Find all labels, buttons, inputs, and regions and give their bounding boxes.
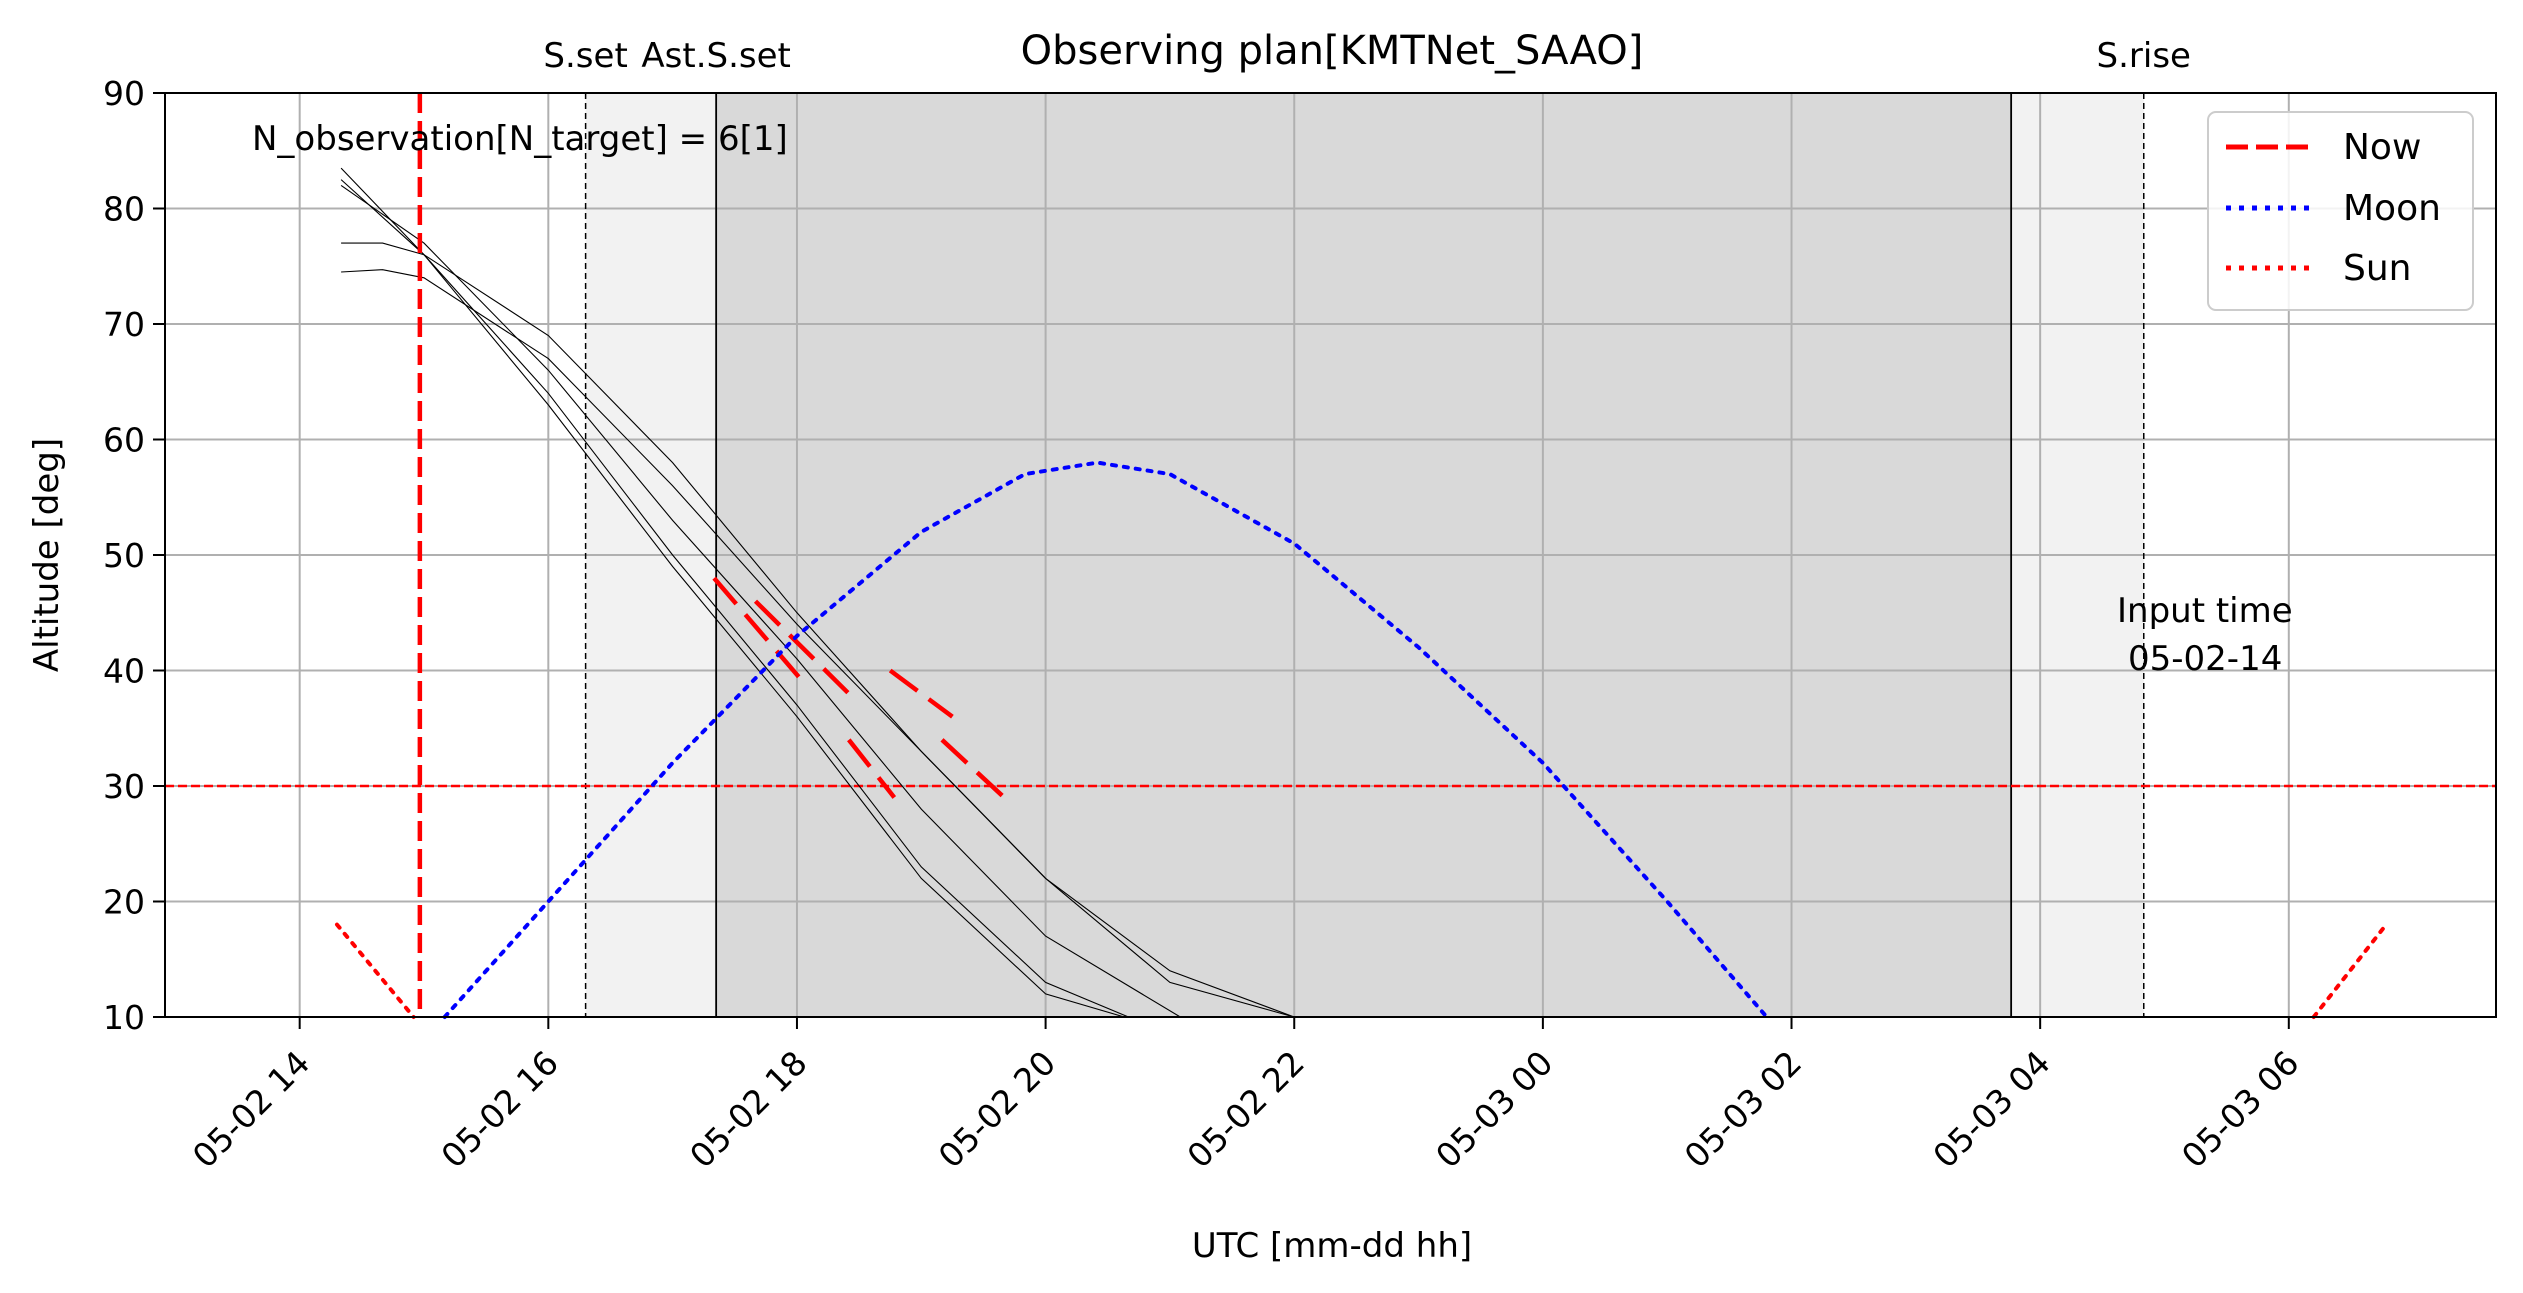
chart-title: Observing plan[KMTNet_SAAO] [1021,28,1644,74]
legend-moon-label: Moon [2343,188,2441,229]
y-tick-label: 50 [103,536,145,575]
sun-altitude-curve [2311,922,2389,1019]
observation-segment [940,738,1006,800]
legend-sun-label: Sun [2343,248,2411,289]
target-altitude-curve [341,269,1295,1018]
observation-segment [753,599,851,696]
x-tick-label: 05-02 16 [433,1043,565,1175]
moon-altitude-curve [442,460,1769,1019]
target-altitude-curve [340,179,1129,1018]
y-tick-label: 20 [103,883,145,922]
twilight-marker-label: Ast.S.set [641,36,790,76]
x-tick-label: 05-03 00 [1428,1043,1560,1175]
legend-now-label: Now [2343,127,2421,168]
y-tick-label: 40 [103,652,145,691]
x-tick-label: 05-02 18 [682,1043,814,1175]
input-time-label: Input time [2117,591,2293,631]
x-axis-label: UTC [mm-dd hh] [1192,1226,1472,1266]
y-tick-label: 10 [103,998,145,1037]
x-tick-label: 05-03 02 [1677,1043,1809,1175]
observation-segment [712,576,805,684]
input-time-value: 05-02-14 [2128,639,2282,679]
target-altitude-curve [340,167,1125,1018]
observation-segment [888,668,954,719]
y-tick-label: 90 [103,74,145,113]
y-axis-label: Altitude [deg] [27,438,67,672]
legend-box [2207,111,2474,311]
y-tick-label: 30 [103,767,145,806]
twilight-marker-label: S.set [543,36,627,76]
x-tick-label: 05-02 22 [1179,1043,1311,1175]
x-tick-label: 05-03 04 [1925,1043,2057,1175]
altitude-curves [165,93,2496,1019]
target-altitude-curve [340,184,1181,1018]
y-tick-label: 60 [103,421,145,460]
twilight-marker-label: S.rise [2097,36,2191,76]
y-tick-label: 70 [103,305,145,344]
x-tick-label: 05-03 06 [2174,1043,2306,1175]
legend: Now Moon Sun [2207,111,2474,311]
target-altitude-curve [341,242,1295,1018]
observation-count-annotation: N_observation[N_target] = 6[1] [252,119,788,159]
twilight-markers: S.set Ast.S.set S.rise [543,36,2191,1017]
y-tick-label: 80 [103,190,145,229]
x-tick-label: 05-02 14 [185,1043,317,1175]
sun-altitude-curve [335,922,416,1019]
x-tick-label: 05-02 20 [931,1043,1063,1175]
observation-segment [847,738,897,799]
